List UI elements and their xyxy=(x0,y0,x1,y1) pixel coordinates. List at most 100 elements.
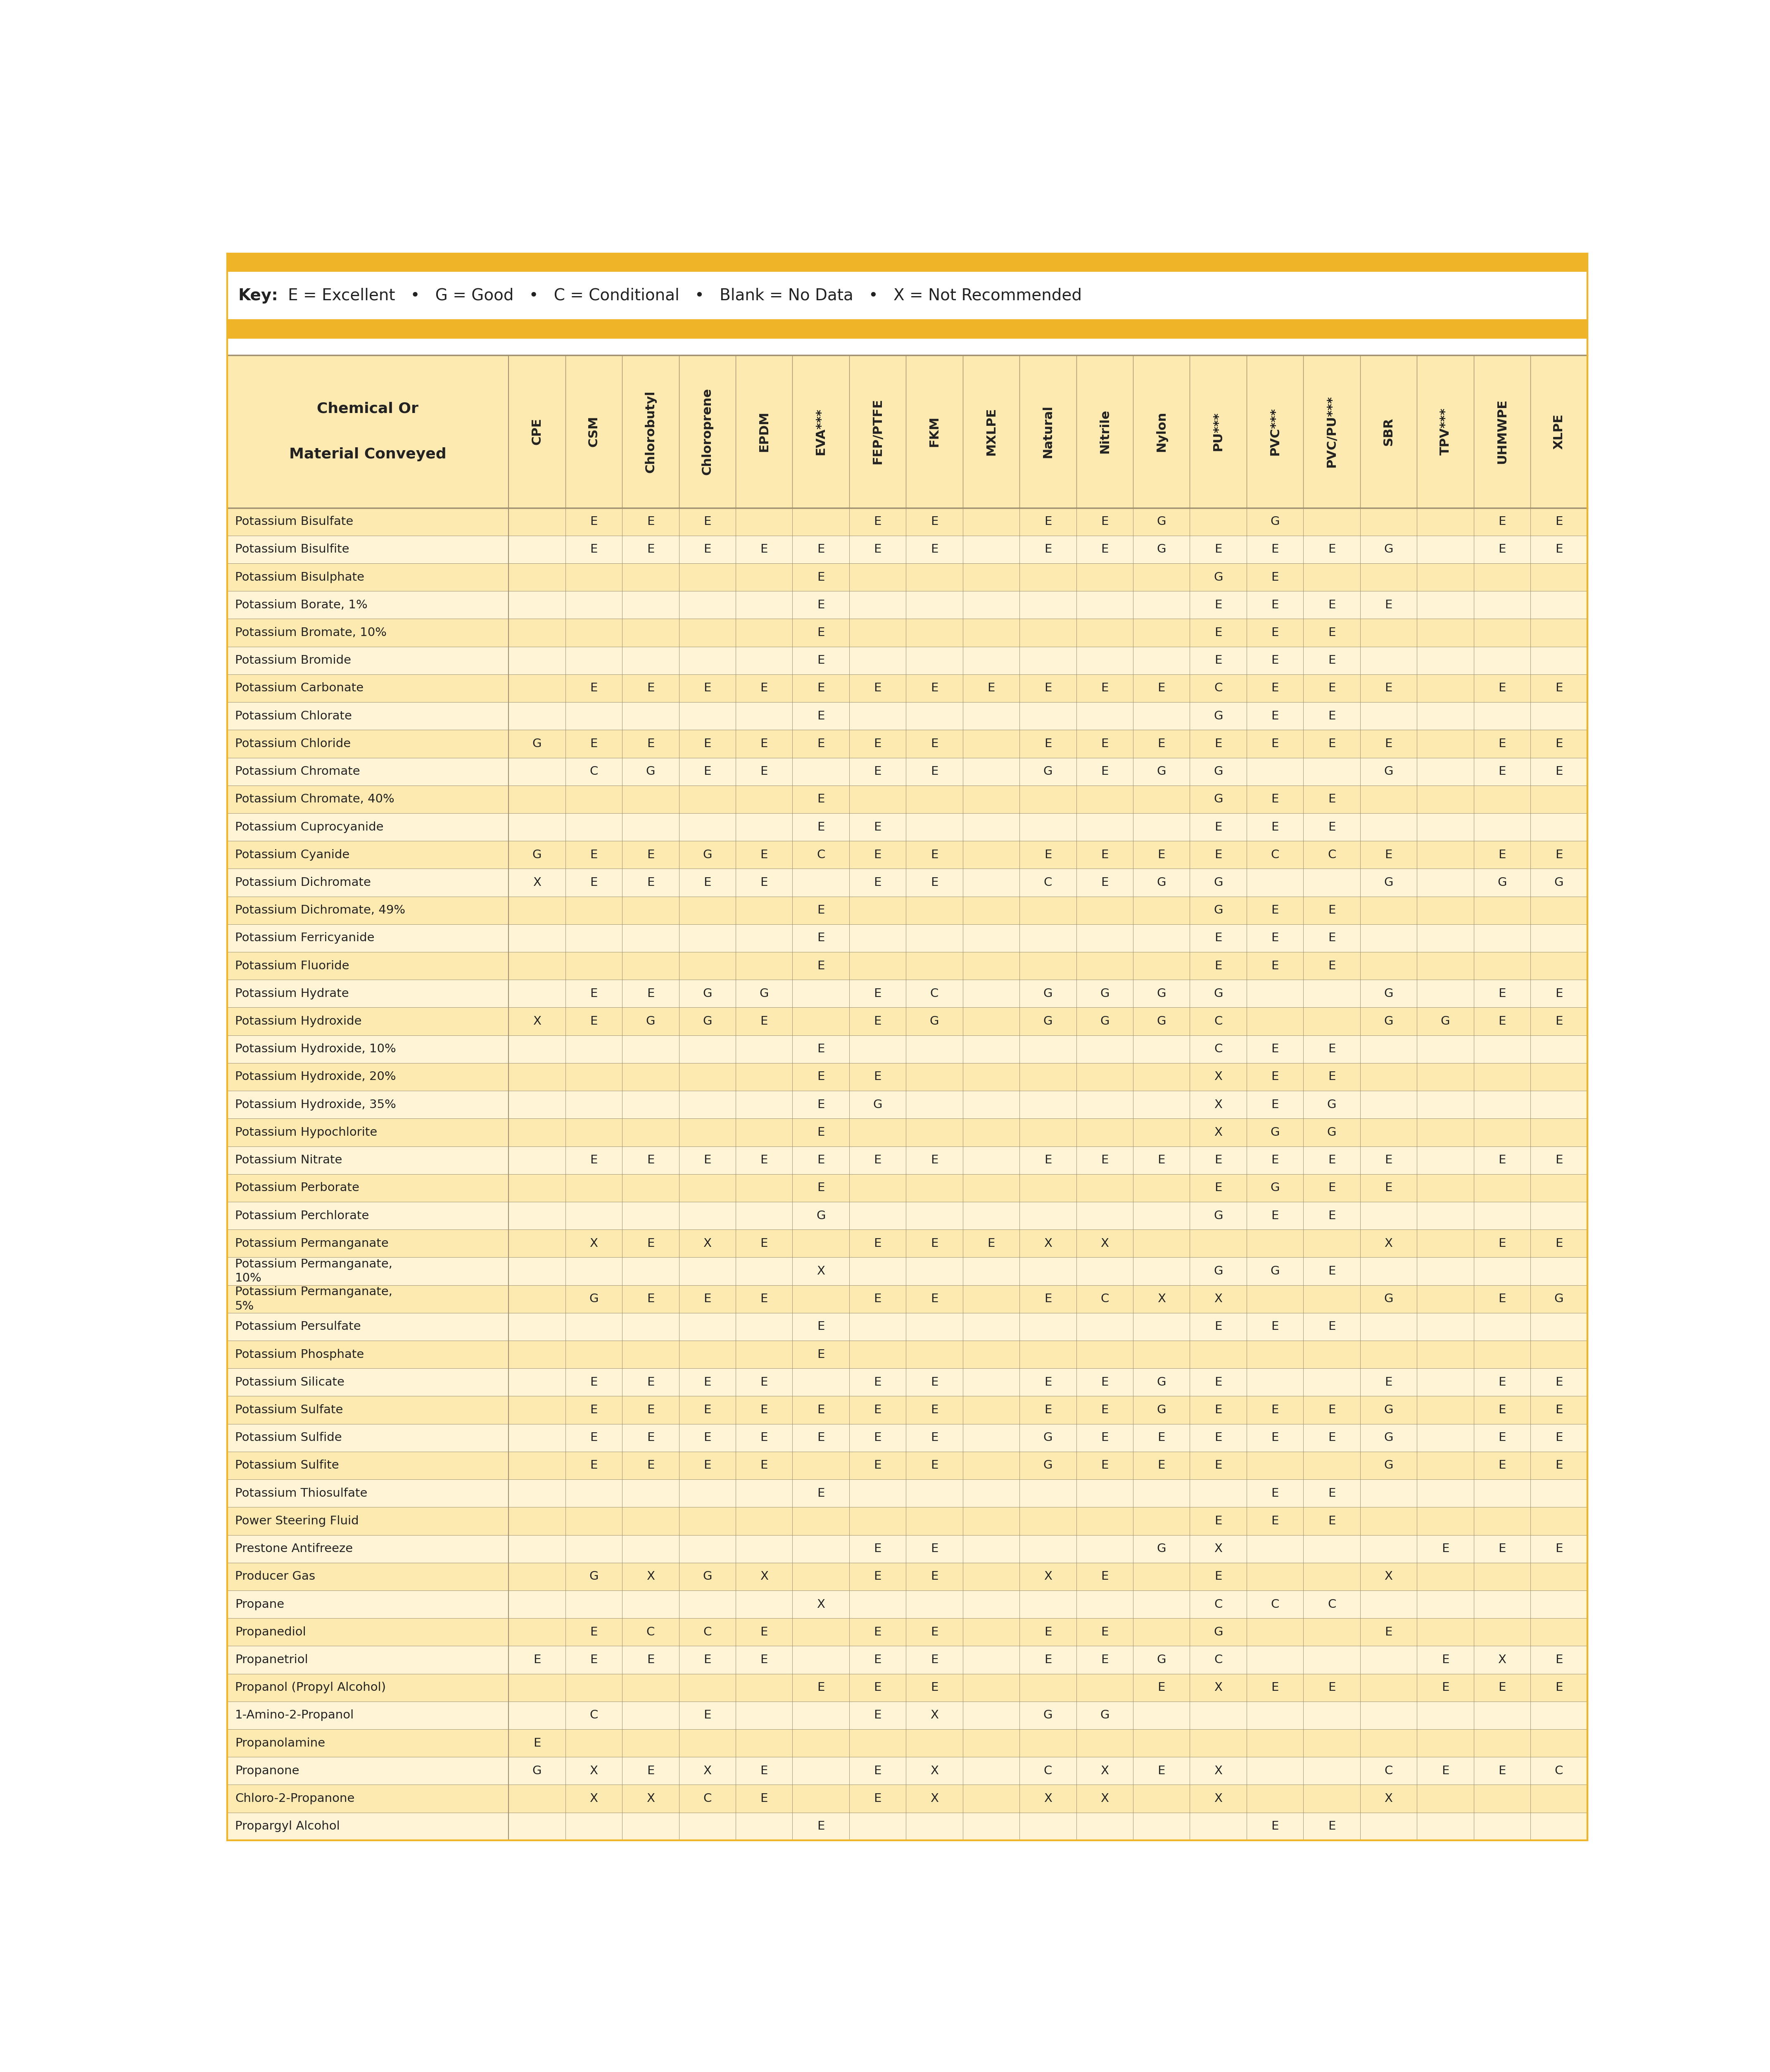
Text: E: E xyxy=(1271,1821,1278,1832)
Text: E: E xyxy=(931,850,938,860)
Text: G: G xyxy=(1271,516,1280,528)
Text: E: E xyxy=(1384,738,1393,750)
Text: E: E xyxy=(703,682,712,694)
Text: E: E xyxy=(761,767,768,777)
Text: E: E xyxy=(1556,1376,1563,1388)
Text: G: G xyxy=(703,1571,712,1583)
Bar xyxy=(227,1784,1588,1813)
Text: E: E xyxy=(1214,543,1221,555)
Text: Chloroprene: Chloroprene xyxy=(701,387,713,474)
Text: X: X xyxy=(1214,1544,1223,1554)
Text: E: E xyxy=(1328,599,1336,611)
Text: E: E xyxy=(1271,1154,1278,1167)
Text: E: E xyxy=(931,1653,938,1666)
Text: E: E xyxy=(1497,516,1506,528)
Text: E: E xyxy=(761,1627,768,1637)
Bar xyxy=(227,1285,1588,1314)
Text: G: G xyxy=(1043,1432,1053,1444)
Text: E: E xyxy=(1271,711,1278,721)
Text: Potassium Ferricyanide: Potassium Ferricyanide xyxy=(235,932,375,945)
Text: E: E xyxy=(646,738,655,750)
Text: E: E xyxy=(931,767,938,777)
Text: E: E xyxy=(646,1237,655,1249)
Text: E: E xyxy=(1271,1682,1278,1693)
Text: E: E xyxy=(931,516,938,528)
Text: Potassium Hydroxide, 20%: Potassium Hydroxide, 20% xyxy=(235,1071,396,1084)
Text: E: E xyxy=(1158,1432,1165,1444)
Text: E: E xyxy=(1556,1461,1563,1471)
Text: Potassium Silicate: Potassium Silicate xyxy=(235,1376,345,1388)
Text: Potassium Bromide: Potassium Bromide xyxy=(235,655,350,667)
Text: Potassium Dichromate, 49%: Potassium Dichromate, 49% xyxy=(235,905,405,916)
Text: E = Excellent   •   G = Good   •   C = Conditional   •   Blank = No Data   •   X: E = Excellent • G = Good • C = Condition… xyxy=(289,288,1081,303)
Text: E: E xyxy=(874,543,881,555)
Text: X: X xyxy=(931,1792,938,1805)
Text: E: E xyxy=(703,1709,712,1722)
Text: E: E xyxy=(1328,1821,1336,1832)
Text: E: E xyxy=(1328,959,1336,972)
Text: E: E xyxy=(818,1127,825,1138)
Text: E: E xyxy=(703,1405,712,1415)
Text: G: G xyxy=(1214,572,1223,582)
Bar xyxy=(227,1479,1588,1506)
Text: C: C xyxy=(1214,1598,1223,1610)
Text: E: E xyxy=(1044,543,1051,555)
Text: E: E xyxy=(1441,1544,1450,1554)
Text: E: E xyxy=(874,1765,881,1776)
Text: E: E xyxy=(818,1682,825,1693)
Text: E: E xyxy=(1214,959,1221,972)
Bar xyxy=(227,1146,1588,1175)
Text: Power Steering Fluid: Power Steering Fluid xyxy=(235,1515,359,1527)
Text: Prestone Antifreeze: Prestone Antifreeze xyxy=(235,1544,352,1554)
Text: E: E xyxy=(1556,682,1563,694)
Text: E: E xyxy=(818,738,825,750)
Text: E: E xyxy=(931,1571,938,1583)
Text: E: E xyxy=(589,1015,598,1028)
Text: E: E xyxy=(646,1376,655,1388)
Text: E: E xyxy=(818,655,825,667)
Text: E: E xyxy=(646,1432,655,1444)
Text: G: G xyxy=(1214,794,1223,806)
Text: E: E xyxy=(1044,1653,1051,1666)
Text: G: G xyxy=(1497,876,1506,889)
Text: SBR: SBR xyxy=(1382,416,1395,445)
Text: E: E xyxy=(761,876,768,889)
Text: E: E xyxy=(1497,682,1506,694)
Text: C: C xyxy=(816,850,825,860)
Text: E: E xyxy=(1328,1322,1336,1332)
Text: G: G xyxy=(703,988,712,999)
Text: X: X xyxy=(759,1571,768,1583)
Text: Potassium Bisulfite: Potassium Bisulfite xyxy=(235,543,349,555)
Bar xyxy=(227,253,1588,271)
Text: Propanone: Propanone xyxy=(235,1765,299,1776)
Text: X: X xyxy=(1101,1765,1108,1776)
Text: G: G xyxy=(1158,1544,1166,1554)
Bar xyxy=(227,868,1588,897)
Text: E: E xyxy=(1214,1461,1221,1471)
Text: E: E xyxy=(761,738,768,750)
Text: E: E xyxy=(1328,1266,1336,1276)
Text: E: E xyxy=(703,876,712,889)
Text: G: G xyxy=(1214,1266,1223,1276)
Text: E: E xyxy=(874,1544,881,1554)
Text: E: E xyxy=(589,1432,598,1444)
Text: G: G xyxy=(1043,988,1053,999)
Text: G: G xyxy=(929,1015,940,1028)
Text: E: E xyxy=(1556,738,1563,750)
Text: C: C xyxy=(1214,682,1223,694)
Text: E: E xyxy=(874,1432,881,1444)
Text: X: X xyxy=(816,1266,825,1276)
Text: E: E xyxy=(818,821,825,833)
Text: E: E xyxy=(1497,1154,1506,1167)
Text: E: E xyxy=(589,1405,598,1415)
Text: E: E xyxy=(1101,738,1108,750)
Text: Potassium Bromate, 10%: Potassium Bromate, 10% xyxy=(235,628,386,638)
Text: UHMWPE: UHMWPE xyxy=(1496,400,1508,464)
Text: PU***: PU*** xyxy=(1212,412,1225,452)
Text: Potassium Cuprocyanide: Potassium Cuprocyanide xyxy=(235,821,384,833)
Text: E: E xyxy=(874,1682,881,1693)
Text: E: E xyxy=(1497,850,1506,860)
Bar xyxy=(227,841,1588,868)
Text: E: E xyxy=(1497,1461,1506,1471)
Text: G: G xyxy=(1384,1432,1393,1444)
